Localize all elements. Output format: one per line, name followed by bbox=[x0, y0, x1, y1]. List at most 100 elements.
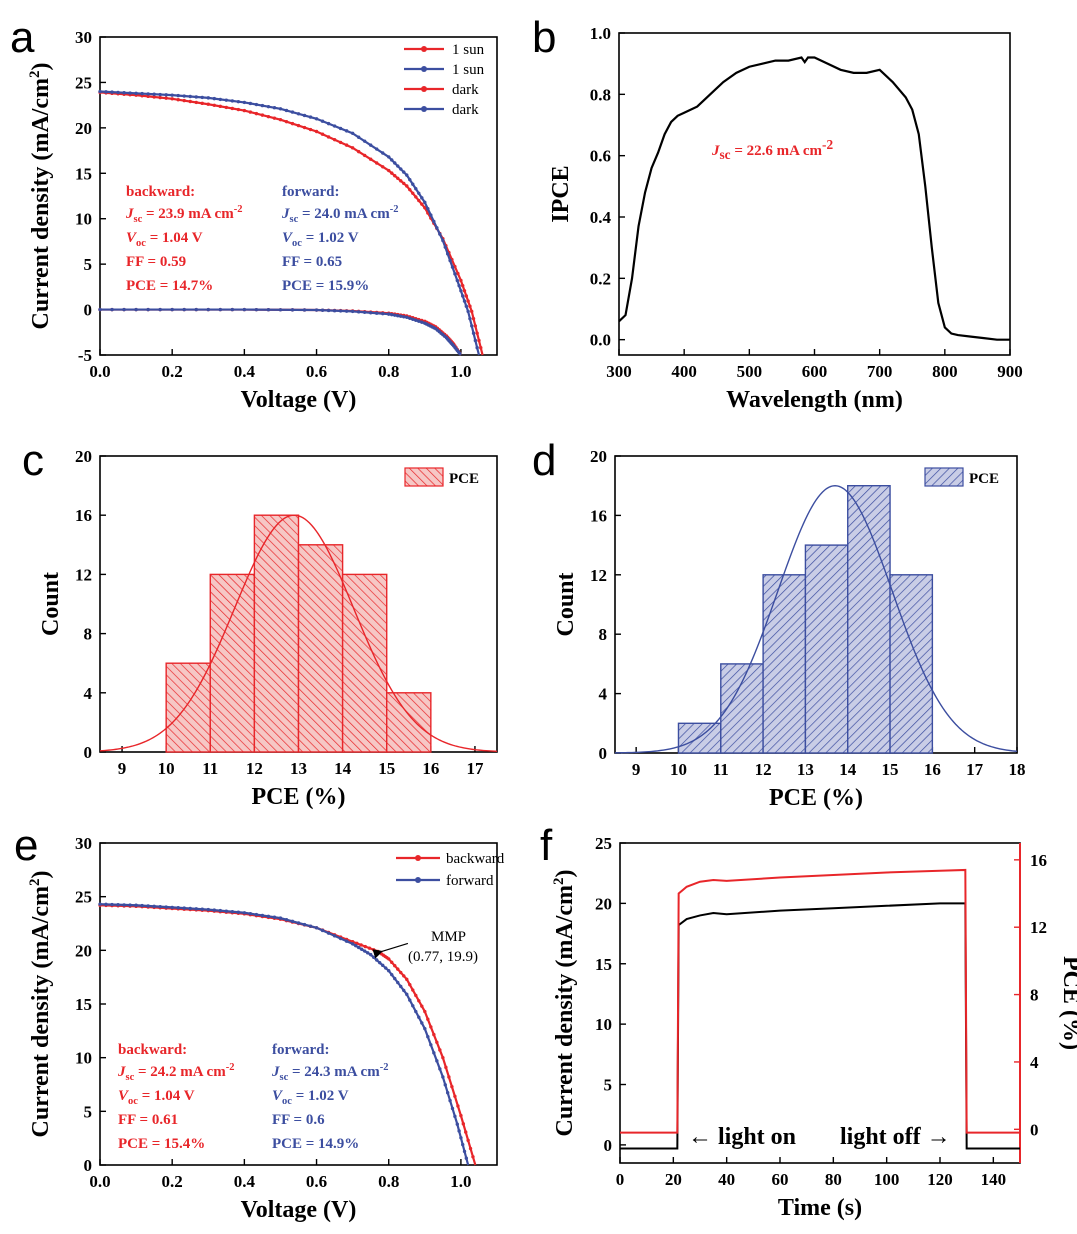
data-point bbox=[194, 100, 198, 105]
y2-axis-label: PCE (%) bbox=[1058, 956, 1077, 1050]
x-tick-label: 10 bbox=[670, 760, 687, 779]
y-axis-label: Current density (mA/cm2) bbox=[551, 869, 578, 1136]
x-axis-label: Voltage (V) bbox=[241, 387, 357, 413]
data-point bbox=[423, 1026, 427, 1031]
data-point bbox=[411, 988, 415, 992]
data-point bbox=[314, 308, 319, 312]
data-point bbox=[432, 1032, 436, 1037]
annotation-backward-ff: FF = 0.59 bbox=[126, 254, 186, 270]
data-point bbox=[453, 272, 457, 276]
y-tick-label: 16 bbox=[590, 506, 607, 525]
data-point bbox=[272, 106, 277, 110]
y-tick-label: 20 bbox=[75, 941, 92, 960]
pce-trace bbox=[620, 868, 1020, 1134]
data-point bbox=[362, 310, 367, 314]
data-point bbox=[378, 960, 382, 965]
data-point bbox=[450, 1106, 455, 1111]
annotation-forward-voc: Voc = 1.02 V bbox=[282, 230, 359, 249]
data-point bbox=[266, 114, 271, 119]
y-tick-label: 12 bbox=[590, 566, 607, 585]
data-point bbox=[368, 952, 373, 957]
legend-marker bbox=[415, 877, 421, 883]
data-point bbox=[405, 992, 409, 997]
y-tick-label: 15 bbox=[75, 995, 92, 1014]
data-point bbox=[417, 999, 421, 1003]
data-point bbox=[350, 131, 355, 136]
panel-label-e: e bbox=[14, 821, 38, 870]
data-point bbox=[432, 1051, 436, 1055]
annotation-backward-ff: FF = 0.61 bbox=[118, 1112, 178, 1128]
data-point bbox=[457, 283, 461, 288]
data-point bbox=[218, 104, 223, 109]
data-point bbox=[464, 294, 469, 298]
x-tick-label: 17 bbox=[966, 760, 984, 779]
data-point bbox=[435, 1040, 439, 1044]
data-point bbox=[320, 308, 325, 312]
data-point bbox=[338, 140, 343, 145]
x-tick-label: 600 bbox=[802, 362, 828, 381]
data-point bbox=[170, 93, 174, 97]
data-point bbox=[450, 1084, 454, 1089]
y-tick-label: 5 bbox=[604, 1076, 613, 1095]
data-point bbox=[320, 132, 325, 136]
chart-a: 0.0 0.2 0.4 0.6 0.8 1.0 -5 0 5 10 15 20 25 30 Voltage … bbox=[27, 28, 498, 413]
data-point bbox=[381, 151, 385, 155]
data-point bbox=[158, 307, 162, 312]
histogram-bar bbox=[677, 722, 722, 754]
y2-tick-label: 12 bbox=[1030, 918, 1047, 937]
data-point bbox=[461, 1142, 465, 1147]
data-point bbox=[182, 906, 186, 910]
data-point bbox=[248, 911, 253, 916]
data-point bbox=[116, 903, 120, 907]
data-point bbox=[435, 226, 439, 230]
data-point bbox=[466, 299, 470, 303]
data-point bbox=[206, 307, 210, 312]
data-point bbox=[344, 309, 349, 313]
panel-label-a: a bbox=[10, 13, 35, 62]
x-tick-label: 15 bbox=[378, 759, 395, 778]
data-point bbox=[417, 319, 421, 323]
data-point bbox=[350, 942, 355, 946]
data-point bbox=[206, 96, 210, 100]
data-point bbox=[164, 905, 168, 909]
y-tick-label: 5 bbox=[84, 1102, 93, 1121]
x-tick-label: 17 bbox=[466, 759, 484, 778]
data-point bbox=[423, 206, 427, 210]
x-tick-label: 0.6 bbox=[306, 1172, 327, 1191]
light-on-label: ← light on bbox=[688, 1124, 796, 1150]
x-tick-label: 100 bbox=[874, 1170, 900, 1189]
data-point bbox=[146, 904, 150, 908]
data-point bbox=[242, 307, 247, 312]
data-point bbox=[387, 957, 391, 961]
data-point bbox=[326, 308, 331, 313]
legend-label: 1 sun bbox=[452, 42, 485, 58]
data-point bbox=[432, 219, 436, 224]
data-point bbox=[390, 312, 394, 317]
data-point bbox=[116, 90, 120, 95]
data-point bbox=[194, 907, 198, 911]
data-point bbox=[110, 902, 114, 907]
data-point bbox=[381, 165, 385, 169]
data-point bbox=[242, 911, 247, 915]
data-point bbox=[122, 91, 126, 95]
data-point bbox=[390, 171, 394, 175]
data-point bbox=[381, 311, 385, 316]
data-point bbox=[314, 129, 319, 134]
histogram-bar bbox=[253, 514, 300, 753]
data-point bbox=[387, 312, 391, 316]
data-point bbox=[426, 1017, 430, 1021]
data-point bbox=[367, 946, 372, 950]
x-axis-label: PCE (%) bbox=[252, 784, 346, 810]
data-point bbox=[254, 307, 259, 312]
data-point bbox=[393, 964, 397, 968]
data-point bbox=[122, 307, 126, 312]
data-point bbox=[110, 307, 114, 312]
histogram-bar bbox=[720, 663, 764, 754]
data-point bbox=[158, 92, 162, 97]
data-point bbox=[158, 95, 162, 100]
y-tick-label: 15 bbox=[595, 955, 612, 974]
data-point bbox=[290, 121, 295, 126]
data-point bbox=[224, 98, 229, 102]
x-tick-label: 12 bbox=[755, 760, 772, 779]
